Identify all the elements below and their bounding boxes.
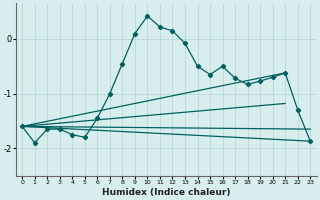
X-axis label: Humidex (Indice chaleur): Humidex (Indice chaleur) <box>102 188 230 197</box>
